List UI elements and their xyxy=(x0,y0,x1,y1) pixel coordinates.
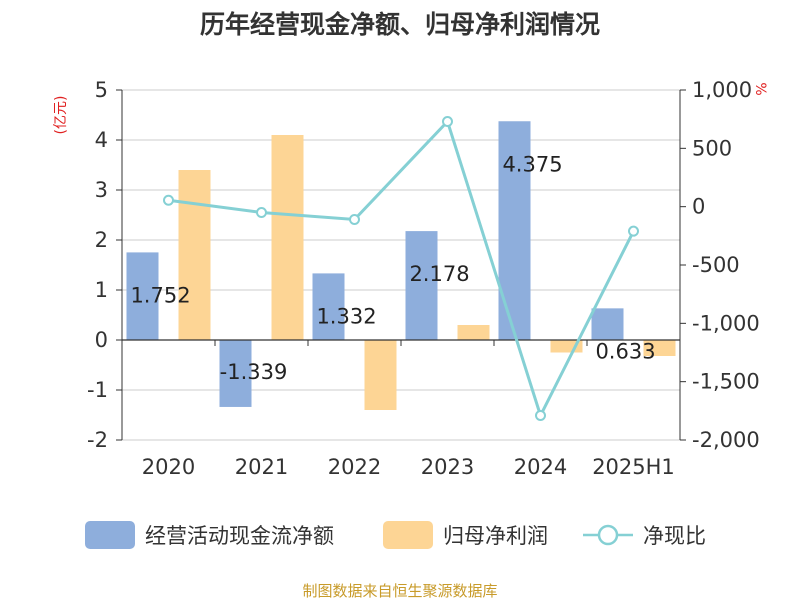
net-cash-ratio-point xyxy=(628,225,639,237)
right-axis-tick-label: -1,000 xyxy=(692,311,760,335)
bar-operating-cash-flow xyxy=(219,340,252,407)
left-axis-tick-label: -1 xyxy=(87,378,108,402)
bar-value-label: -1.339 xyxy=(220,360,288,384)
right-axis-unit: % xyxy=(752,82,768,95)
left-axis-tick-label: 1 xyxy=(95,278,108,302)
bars xyxy=(126,121,676,410)
source-note: 制图数据来自恒生聚源数据库 xyxy=(302,582,497,600)
bar-operating-cash-flow xyxy=(126,252,159,340)
left-axis-tick-label: 2 xyxy=(95,228,108,252)
net-cash-ratio-polyline xyxy=(168,118,635,420)
net-cash-ratio-point xyxy=(442,116,453,127)
bar-operating-cash-flow xyxy=(405,231,438,340)
net-cash-ratio-point xyxy=(535,410,546,421)
legend: 经营活动现金流净额 归母净利润 净现比 xyxy=(85,521,706,549)
category-label: 2024 xyxy=(514,455,567,479)
left-axis-tick-label: 4 xyxy=(95,128,108,152)
left-axis-tick-label: -2 xyxy=(87,428,108,452)
right-axis-tick-label: 1,000 xyxy=(692,78,752,102)
net-cash-ratio-line xyxy=(163,116,639,421)
bar-value-label: 1.332 xyxy=(316,304,376,328)
right-axis-tick-label: -500 xyxy=(692,253,740,277)
category-label: 2023 xyxy=(421,455,474,479)
bar-net-profit xyxy=(178,170,211,340)
bar-value-label: 4.375 xyxy=(502,152,562,176)
bar-net-profit xyxy=(364,340,397,410)
left-axis-tick-label: 0 xyxy=(95,328,108,352)
left-axis-tick-label: 5 xyxy=(95,78,108,102)
net-cash-ratio-point xyxy=(349,214,360,225)
bar-value-label: 0.633 xyxy=(595,339,655,363)
bar-operating-cash-flow xyxy=(312,273,345,340)
bar-net-profit xyxy=(271,135,304,340)
legend-label: 经营活动现金流净额 xyxy=(145,524,334,548)
left-axis-unit: (亿元) xyxy=(53,96,69,135)
right-axis-tick-label: -1,500 xyxy=(692,370,760,394)
bar-operating-cash-flow xyxy=(591,308,624,340)
left-axis-tick-label: 3 xyxy=(95,178,108,202)
legend-swatch-bar2 xyxy=(383,521,433,549)
bar-value-label: 2.178 xyxy=(409,262,469,286)
right-axis-tick-label: 0 xyxy=(692,195,705,219)
bar-net-profit xyxy=(457,325,490,340)
net-cash-ratio-point xyxy=(256,207,267,218)
data-labels: 1.752 -1.339 1.332 2.178 4.375 0.633 xyxy=(130,152,655,384)
category-label: 2022 xyxy=(328,455,381,479)
category-label: 2025H1 xyxy=(592,455,675,479)
legend-swatch-marker xyxy=(597,524,619,546)
chart-title: 历年经营现金净额、归母净利润情况 xyxy=(200,10,600,39)
right-axis-tick-label: -2,000 xyxy=(692,428,760,452)
category-label: 2021 xyxy=(235,455,288,479)
legend-label: 归母净利润 xyxy=(443,524,548,548)
axes: 5 4 3 2 1 0 -1 -2 1,000 500 0 -500 -1,000 -1,500 -2,00… xyxy=(87,78,760,479)
legend-label: 净现比 xyxy=(643,524,706,548)
net-cash-ratio-point xyxy=(163,194,174,206)
category-label: 2020 xyxy=(142,455,195,479)
right-axis-tick-label: 500 xyxy=(692,136,732,160)
bar-value-label: 1.752 xyxy=(130,283,190,307)
legend-swatch-bar1 xyxy=(85,521,135,549)
bar-net-profit xyxy=(643,340,676,356)
